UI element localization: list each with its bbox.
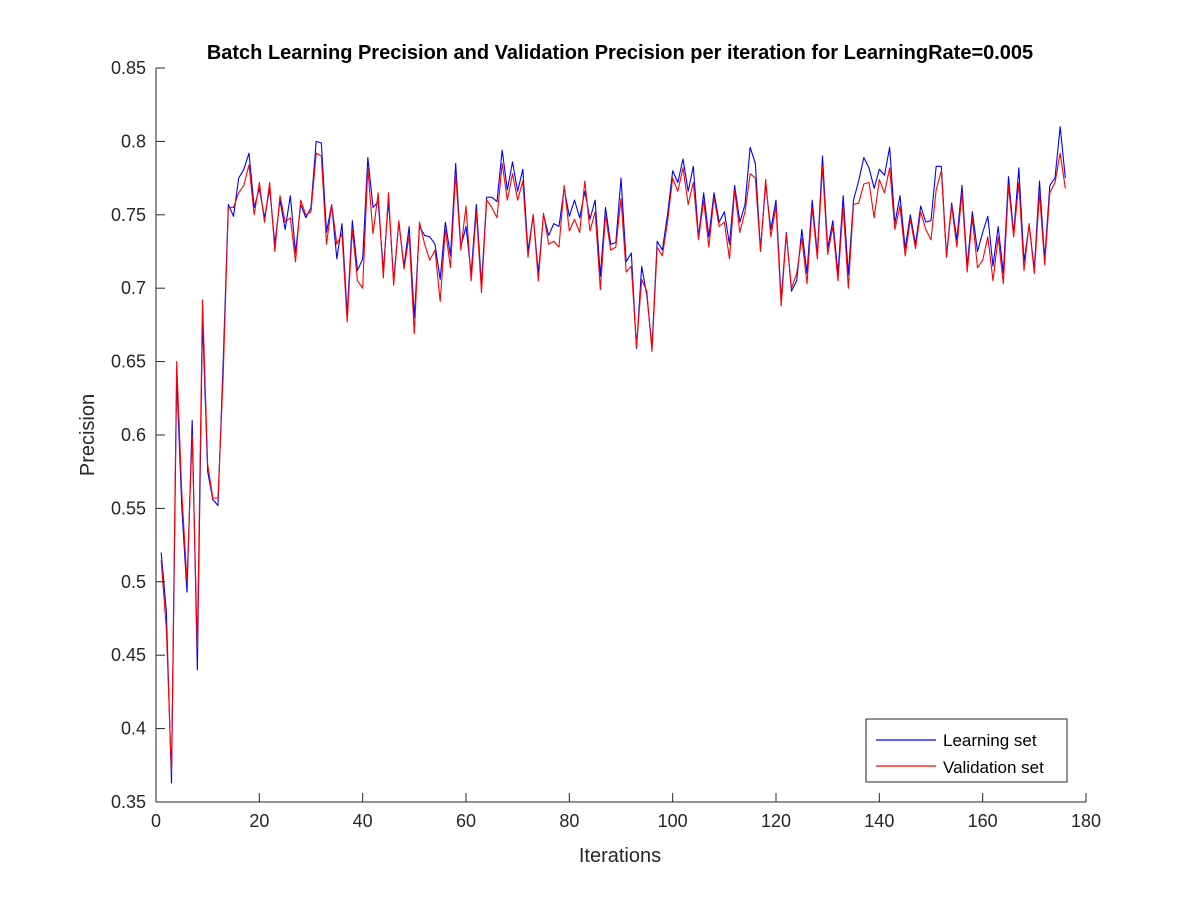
legend-label-validation-set: Validation set	[943, 758, 1044, 777]
y-tick-label: 0.4	[121, 719, 146, 739]
x-tick-label: 180	[1071, 811, 1101, 831]
y-axis-ticks: 0.35 0.4 0.45 0.5 0.55 0.6 0.65 0.7 0.75 0.8 0.85	[111, 58, 165, 812]
y-tick-label: 0.5	[121, 572, 146, 592]
plot-area	[155, 68, 1086, 803]
x-axis-label: Iterations	[579, 845, 661, 867]
x-tick-label: 20	[249, 811, 269, 831]
y-tick-label: 0.7	[121, 278, 146, 298]
x-tick-label: 160	[968, 811, 998, 831]
y-tick-label: 0.6	[121, 425, 146, 445]
series-line-validation-set	[160, 152, 1066, 774]
axes-background	[156, 68, 1086, 802]
y-tick-label: 0.65	[111, 352, 146, 372]
y-tick-label: 0.55	[111, 498, 146, 518]
x-tick-label: 80	[559, 811, 579, 831]
x-tick-label: 140	[864, 811, 894, 831]
x-axis-ticks: 0 20 40 60 80 100 120 140 160 180	[151, 793, 1101, 831]
legend: Learning set Validation set	[865, 718, 1068, 783]
legend-label-learning-set: Learning set	[943, 731, 1037, 750]
legend-box	[865, 718, 1068, 783]
x-tick-label: 100	[658, 811, 688, 831]
x-tick-label: 120	[761, 811, 791, 831]
x-tick-label: 40	[353, 811, 373, 831]
y-axis-label: Precision	[77, 394, 99, 476]
y-tick-label: 0.75	[111, 205, 146, 225]
x-tick-label: 0	[151, 811, 161, 831]
y-tick-label: 0.45	[111, 645, 146, 665]
y-tick-label: 0.35	[111, 792, 146, 812]
y-tick-label: 0.8	[121, 131, 146, 151]
y-tick-label: 0.85	[111, 58, 146, 78]
x-tick-label: 60	[456, 811, 476, 831]
chart-title: Batch Learning Precision and Validation …	[207, 42, 1033, 64]
